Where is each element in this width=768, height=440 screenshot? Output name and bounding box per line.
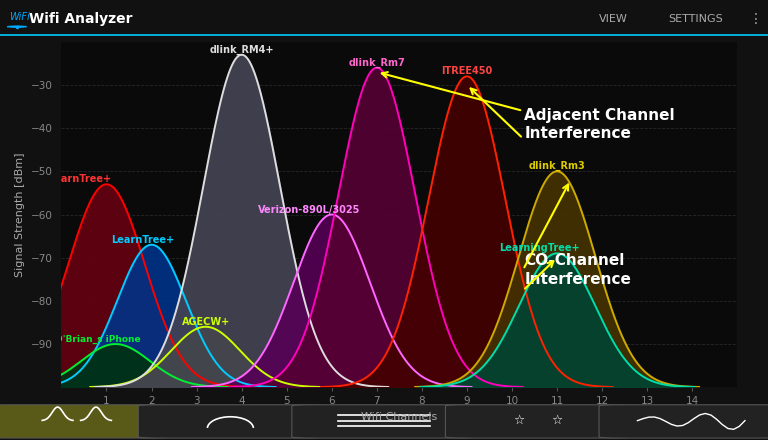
Text: LearnTree+: LearnTree+ [48,174,111,184]
Text: SETTINGS: SETTINGS [668,14,723,24]
Text: AGECW+: AGECW+ [181,317,230,327]
FancyBboxPatch shape [292,405,476,438]
Text: Verizon-890L/3025: Verizon-890L/3025 [258,205,360,215]
FancyBboxPatch shape [0,405,169,438]
Y-axis label: Signal Strength [dBm]: Signal Strength [dBm] [15,152,25,277]
Text: Adjacent Channel
Interference: Adjacent Channel Interference [525,108,675,142]
Text: VIEW: VIEW [599,14,628,24]
Text: LearningTree+: LearningTree+ [498,243,579,253]
Text: dlink_RM4+: dlink_RM4+ [210,44,274,55]
Text: dlink_Rm7: dlink_Rm7 [349,58,406,68]
Text: ⋮: ⋮ [749,12,763,26]
FancyBboxPatch shape [138,405,323,438]
Text: O'Brian_s iPhone: O'Brian_s iPhone [55,335,141,344]
X-axis label: Wifi Channels: Wifi Channels [361,412,438,422]
Text: dlink_Rm3: dlink_Rm3 [528,161,585,171]
Text: CO-Channel
Interference: CO-Channel Interference [525,253,631,286]
Text: LearnTree+: LearnTree+ [111,235,174,245]
Text: ☆: ☆ [551,414,562,427]
Text: ☆: ☆ [513,414,524,427]
Text: WiFi: WiFi [9,12,30,22]
FancyBboxPatch shape [599,405,768,438]
Text: Wifi Analyzer: Wifi Analyzer [29,12,133,26]
Text: ITREE450: ITREE450 [442,66,492,76]
FancyBboxPatch shape [445,405,630,438]
